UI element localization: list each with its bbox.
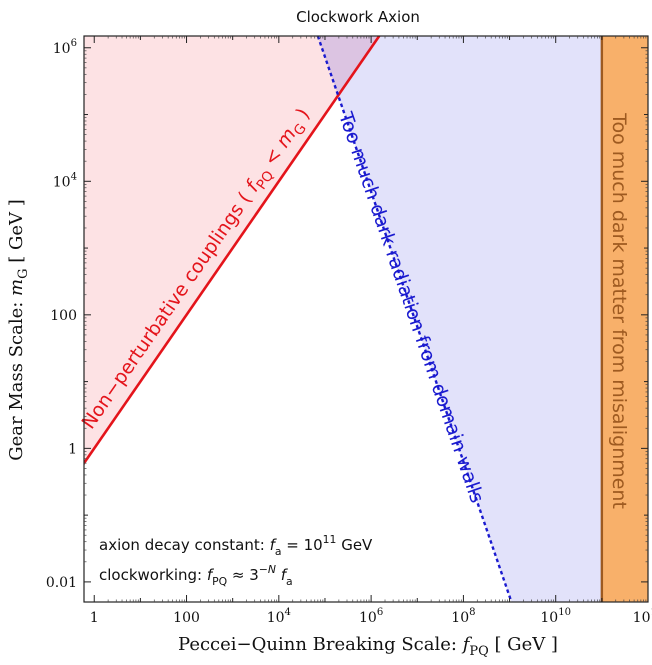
region-label-misalignment: Too much dark matter from misalignment <box>608 112 630 509</box>
x-tick-label: 104 <box>267 607 291 626</box>
x-tick-label: 1010 <box>540 607 571 626</box>
y-tick-label: 100 <box>50 308 77 324</box>
annotations-layer: axion decay constant: fa = 1011 GeV clock… <box>99 533 373 588</box>
annotation-2: clockworking: fPQ ≈ 3−N fa <box>99 563 293 588</box>
chart-title: Clockwork Axion <box>296 8 420 26</box>
x-tick-label: 108 <box>451 607 475 626</box>
x-tick-label: 1 <box>90 610 99 626</box>
y-tick-label: 1 <box>68 441 77 457</box>
plot-frame <box>83 35 649 603</box>
y-tick-label: 104 <box>53 171 77 190</box>
y-axis-label: Gear Mass Scale: mG [ GeV ] <box>6 199 31 460</box>
annotation-1: axion decay constant: fa = 1011 GeV <box>99 533 373 558</box>
boundaries-layer <box>84 36 604 602</box>
x-tick-label: 100 <box>173 610 200 626</box>
tick-labels-layer: 1 100 104 106 108 1010 1012 0.01 1 100 104 106 <box>46 38 652 626</box>
x-tick-label: 106 <box>359 607 383 626</box>
region-fill-misalignment <box>601 36 648 602</box>
boundary-line-non-perturbative <box>84 36 381 466</box>
x-tick-label: 1012 <box>633 607 652 626</box>
y-tick-label: 0.01 <box>46 575 77 591</box>
x-axis-label: Peccei−Quinn Breaking Scale: fPQ [ GeV ] <box>178 634 558 659</box>
region-fill-domain-walls <box>317 36 602 602</box>
boundary-line-domain-walls <box>316 36 513 602</box>
y-tick-label: 106 <box>53 38 77 57</box>
ticks-layer <box>84 36 649 602</box>
